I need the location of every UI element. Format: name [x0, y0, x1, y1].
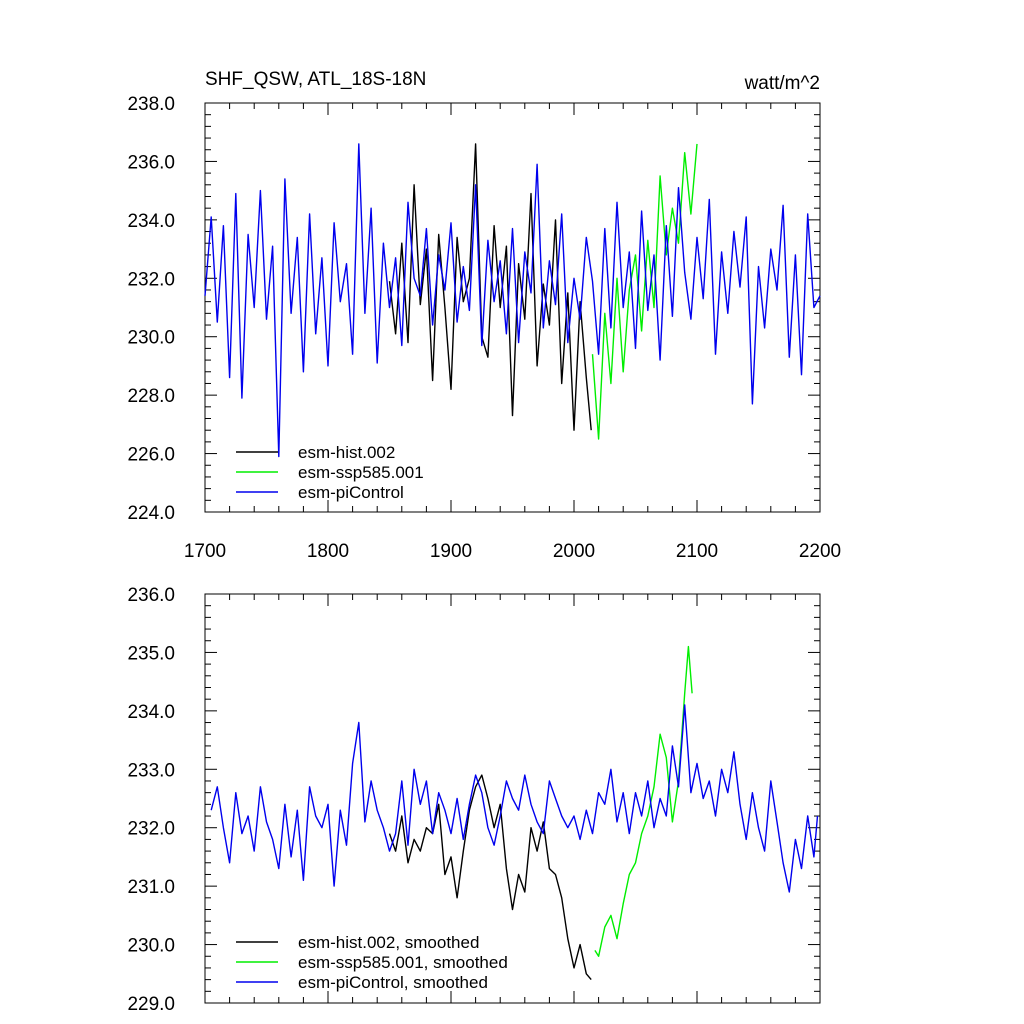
p0-legend-label-0: esm-hist.002 — [298, 443, 395, 462]
p0-series-line-1 — [591, 143, 698, 440]
p0-x-tick-label: 2200 — [799, 541, 841, 562]
p1-legend-label-1: esm-ssp585.001, smoothed — [298, 953, 508, 972]
p1-series-line-2 — [210, 704, 819, 893]
p0-y-tick-label: 232.0 — [127, 269, 175, 290]
p0-legend-label-2: esm-piControl — [298, 483, 404, 502]
p1-y-tick-label: 235.0 — [127, 643, 175, 664]
p0-plot-frame — [204, 102, 821, 513]
p0-x-tick-label: 2000 — [553, 541, 595, 562]
p1-plot-frame — [204, 593, 821, 1004]
p0-x-tick-label: 2100 — [676, 541, 718, 562]
top-panel: 224.0 226.0 228.0 230.0 232.0 234.0 236.0 238.0… — [127, 69, 841, 562]
p0-y-tick-label: 230.0 — [127, 328, 175, 349]
p1-series-line-0 — [388, 774, 592, 981]
p0-y-tick-label: 226.0 — [127, 445, 175, 466]
p1-y-tick-label: 233.0 — [127, 760, 175, 781]
p1-y-tick-label: 232.0 — [127, 819, 175, 840]
p1-y-tick-label: 231.0 — [127, 877, 175, 898]
p0-y-tick-label: 234.0 — [127, 211, 175, 232]
p0-y-tick-label: 228.0 — [127, 386, 175, 407]
p0-y-tick-label: 236.0 — [127, 152, 175, 173]
p0-chart-title: SHF_QSW, ATL_18S-18N — [205, 69, 426, 90]
p0-units-label: watt/m^2 — [744, 73, 820, 94]
p0-x-tick-label: 1800 — [307, 541, 349, 562]
p0-series-line-2 — [204, 143, 821, 458]
bottom-panel: 229.0 230.0 231.0 232.0 233.0 234.0 235.0 236.0… — [127, 585, 821, 1015]
p0-x-tick-label: 1700 — [184, 541, 226, 562]
p1-legend-label-0: esm-hist.002, smoothed — [298, 933, 479, 952]
p0-y-tick-label: 238.0 — [127, 94, 175, 115]
p1-y-tick-label: 229.0 — [127, 994, 175, 1015]
p1-legend-label-2: esm-piControl, smoothed — [298, 973, 488, 992]
p1-y-tick-label: 234.0 — [127, 702, 175, 723]
p0-legend-label-1: esm-ssp585.001 — [298, 463, 424, 482]
p0-series-line-0 — [388, 143, 592, 431]
p1-y-tick-label: 236.0 — [127, 585, 175, 606]
p1-y-tick-label: 230.0 — [127, 936, 175, 957]
p0-y-tick-label: 224.0 — [127, 503, 175, 524]
p0-x-tick-label: 1900 — [430, 541, 472, 562]
